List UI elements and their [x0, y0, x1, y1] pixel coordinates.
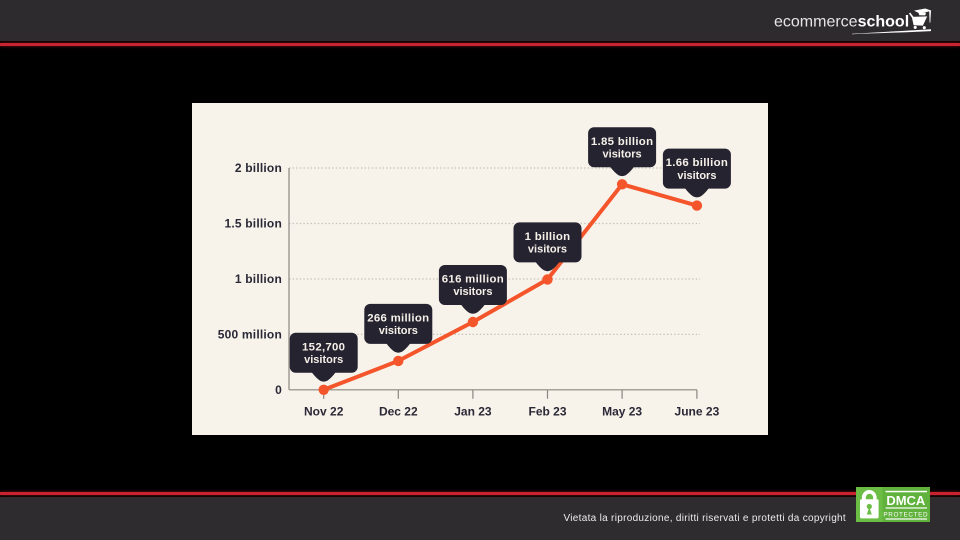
svg-text:500 million: 500 million [218, 328, 282, 342]
svg-text:visitors: visitors [677, 170, 716, 182]
svg-text:PROTECTED: PROTECTED [883, 511, 928, 518]
svg-text:266 million: 266 million [367, 313, 429, 325]
svg-text:1.66 billion: 1.66 billion [666, 157, 728, 169]
svg-text:Feb 23: Feb 23 [528, 405, 566, 419]
svg-text:Dec 22: Dec 22 [379, 405, 418, 419]
svg-text:2 billion: 2 billion [235, 162, 282, 176]
svg-text:June 23: June 23 [675, 405, 720, 419]
svg-text:1 billion: 1 billion [525, 231, 571, 243]
svg-text:visitors: visitors [603, 149, 642, 161]
svg-text:616 million: 616 million [442, 274, 504, 286]
svg-text:Nov 22: Nov 22 [304, 405, 344, 419]
svg-text:1.85 billion: 1.85 billion [591, 136, 653, 148]
svg-text:152,700: 152,700 [302, 342, 345, 354]
svg-text:0: 0 [275, 383, 282, 397]
svg-text:visitors: visitors [379, 325, 418, 337]
svg-text:1.5 billion: 1.5 billion [224, 217, 282, 231]
svg-text:Jan 23: Jan 23 [454, 405, 492, 419]
svg-text:1 billion: 1 billion [235, 273, 282, 287]
svg-text:visitors: visitors [453, 287, 492, 299]
svg-text:May 23: May 23 [602, 405, 642, 419]
svg-text:visitors: visitors [528, 244, 567, 256]
svg-text:DMCA: DMCA [886, 492, 926, 507]
svg-text:ecommerceschool: ecommerceschool [774, 14, 909, 31]
svg-text:visitors: visitors [304, 354, 343, 366]
